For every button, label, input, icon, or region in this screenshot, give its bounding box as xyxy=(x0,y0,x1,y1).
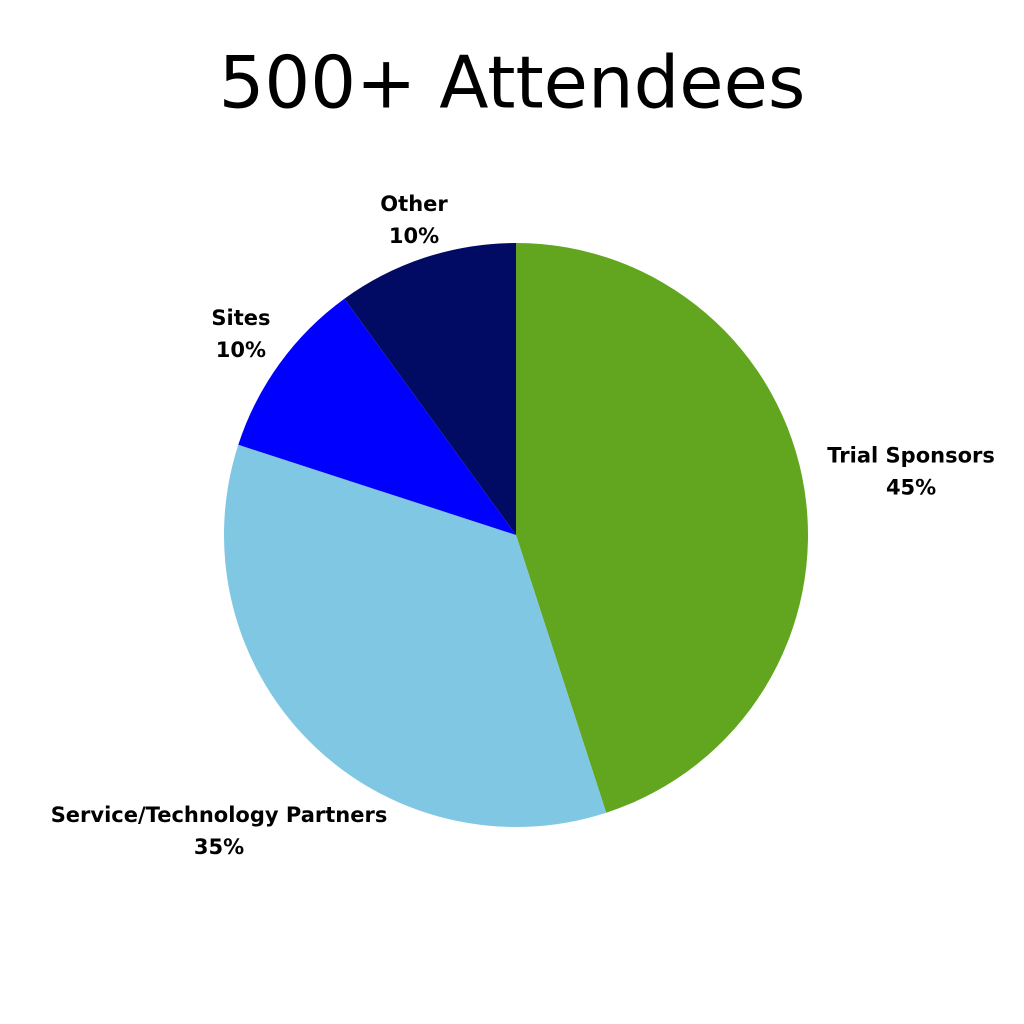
slice-label: Other xyxy=(380,192,448,216)
slice-value-label: 10% xyxy=(216,338,266,362)
slice-label: Service/Technology Partners xyxy=(51,803,388,827)
slice-label: Trial Sponsors xyxy=(827,443,995,467)
pie-slice xyxy=(238,298,516,535)
slice-value-label: 35% xyxy=(194,835,244,859)
chart-title: 500+ Attendees xyxy=(219,41,806,125)
slice-value-label: 10% xyxy=(389,224,439,248)
slice-label: Sites xyxy=(211,306,270,330)
slice-value-label: 45% xyxy=(886,475,936,499)
pie-slice xyxy=(516,243,808,813)
pie-slice xyxy=(223,444,607,827)
pie-slice xyxy=(344,243,516,535)
